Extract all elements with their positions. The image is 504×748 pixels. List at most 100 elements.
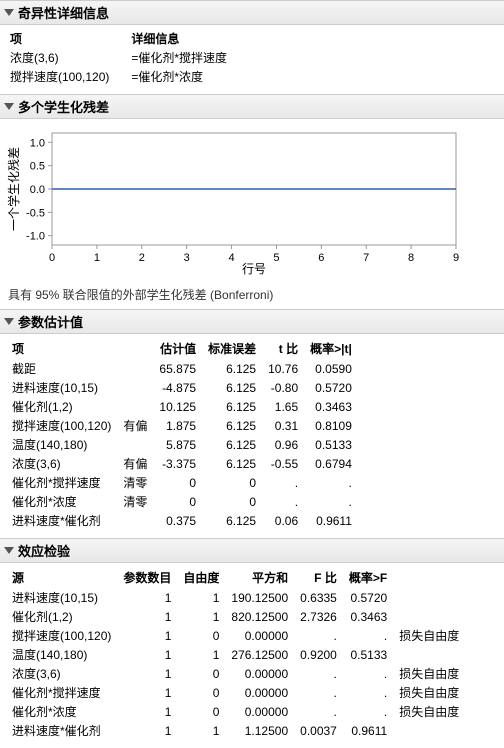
hdr-term: 项	[8, 338, 119, 359]
cell-flag	[119, 397, 155, 416]
cell-term: 浓度(3,6)	[8, 48, 129, 67]
params-table: 项 估计值 标准误差 t 比 概率>|t| 截距65.8756.12510.76…	[8, 338, 360, 530]
cell-detail: =催化剂*搅拌速度	[129, 48, 247, 67]
table-row: 催化剂(1,2)10.1256.1251.650.3463	[8, 397, 360, 416]
cell-lost	[395, 645, 467, 664]
cell-src: 进料速度*催化剂	[8, 721, 119, 740]
cell-nparm: 1	[119, 683, 179, 702]
cell-lost	[395, 588, 467, 607]
table-row: 催化剂*浓度清零00..	[8, 492, 360, 511]
svg-text:0.0: 0.0	[30, 184, 45, 196]
cell-p: 0.9611	[345, 721, 395, 740]
cell-p: 0.5720	[345, 588, 395, 607]
hdr-f: F 比	[296, 567, 345, 588]
section-header-residual[interactable]: 多个学生化残差	[0, 94, 504, 119]
cell-nparm: 1	[119, 702, 179, 721]
cell-src: 搅拌速度(100,120)	[8, 626, 119, 645]
cell-lost	[395, 721, 467, 740]
cell-est: 65.875	[155, 359, 204, 378]
table-row: 催化剂*搅拌速度清零00..	[8, 473, 360, 492]
cell-p: .	[345, 664, 395, 683]
cell-se: 0	[204, 473, 264, 492]
cell-t: 0.96	[264, 435, 306, 454]
cell-se: 6.125	[204, 435, 264, 454]
cell-est: 1.875	[155, 416, 204, 435]
hdr-src: 源	[8, 567, 119, 588]
cell-term: 温度(140,180)	[8, 435, 119, 454]
cell-f: 0.6335	[296, 588, 345, 607]
table-row: 浓度(3,6)有偏-3.3756.125-0.550.6794	[8, 454, 360, 473]
section-title: 多个学生化残差	[18, 97, 109, 116]
cell-term: 进料速度*催化剂	[8, 511, 119, 530]
cell-nparm: 1	[119, 664, 179, 683]
hdr-ss: 平方和	[227, 567, 296, 588]
hdr-lost	[395, 567, 467, 588]
cell-lost: 损失自由度	[395, 664, 467, 683]
table-row: 截距65.8756.12510.760.0590	[8, 359, 360, 378]
cell-p: .	[345, 683, 395, 702]
section-header-effects[interactable]: 效应检验	[0, 538, 504, 563]
table-row: 搅拌速度(100,120)有偏1.8756.1250.310.8109	[8, 416, 360, 435]
cell-term: 进料速度(10,15)	[8, 378, 119, 397]
svg-text:0.5: 0.5	[30, 161, 45, 173]
cell-f: .	[296, 683, 345, 702]
disclosure-icon	[4, 318, 14, 325]
cell-df: 0	[179, 626, 227, 645]
section-title: 奇异性详细信息	[18, 3, 109, 22]
cell-se: 6.125	[204, 397, 264, 416]
residual-chart: 1.00.50.0-0.5-1.00123456789一个学生化残差行号	[6, 125, 466, 275]
svg-text:一个学生化残差: 一个学生化残差	[6, 147, 21, 231]
cell-ss: 0.00000	[227, 664, 296, 683]
cell-df: 1	[179, 607, 227, 626]
cell-src: 浓度(3,6)	[8, 664, 119, 683]
cell-t: .	[264, 492, 306, 511]
cell-t: 1.65	[264, 397, 306, 416]
table-row: 浓度(3,6)100.00000..损失自由度	[8, 664, 467, 683]
cell-p: 0.9611	[306, 511, 360, 530]
residual-chart-wrap: 1.00.50.0-0.5-1.00123456789一个学生化残差行号	[0, 119, 504, 280]
section-header-singularity[interactable]: 奇异性详细信息	[0, 0, 504, 25]
hdr-se: 标准误差	[204, 338, 264, 359]
cell-lost: 损失自由度	[395, 626, 467, 645]
table-row: 搅拌速度(100,120)=催化剂*浓度	[8, 67, 247, 86]
cell-est: 5.875	[155, 435, 204, 454]
cell-se: 6.125	[204, 416, 264, 435]
cell-term: 截距	[8, 359, 119, 378]
cell-term: 浓度(3,6)	[8, 454, 119, 473]
svg-text:-0.5: -0.5	[26, 207, 45, 219]
table-row: 进料速度*催化剂111.125000.00370.9611	[8, 721, 467, 740]
svg-text:3: 3	[184, 252, 190, 264]
cell-est: 0	[155, 492, 204, 511]
hdr-p: 概率>|t|	[306, 338, 360, 359]
section-title: 参数估计值	[18, 312, 83, 331]
cell-t: -0.55	[264, 454, 306, 473]
cell-nparm: 1	[119, 721, 179, 740]
cell-nparm: 1	[119, 626, 179, 645]
cell-term: 搅拌速度(100,120)	[8, 67, 129, 86]
cell-df: 1	[179, 721, 227, 740]
cell-flag	[119, 378, 155, 397]
cell-f: 2.7326	[296, 607, 345, 626]
cell-f: .	[296, 664, 345, 683]
col-term: 项	[8, 29, 129, 48]
residual-note: 具有 95% 联合限值的外部学生化残差 (Bonferroni)	[0, 280, 504, 309]
cell-p: 0.3463	[345, 607, 395, 626]
cell-nparm: 1	[119, 645, 179, 664]
svg-text:7: 7	[363, 252, 369, 264]
cell-p: 0.5133	[345, 645, 395, 664]
cell-p: .	[345, 626, 395, 645]
cell-f: .	[296, 626, 345, 645]
hdr-est: 估计值	[155, 338, 204, 359]
table-row: 催化剂(1,2)11820.125002.73260.3463	[8, 607, 467, 626]
cell-src: 催化剂(1,2)	[8, 607, 119, 626]
cell-term: 催化剂(1,2)	[8, 397, 119, 416]
cell-f: .	[296, 702, 345, 721]
col-detail: 详细信息	[129, 29, 247, 48]
cell-t: -0.80	[264, 378, 306, 397]
cell-est: -4.875	[155, 378, 204, 397]
cell-p: .	[306, 473, 360, 492]
singularity-content: 项 详细信息 浓度(3,6)=催化剂*搅拌速度搅拌速度(100,120)=催化剂…	[0, 25, 504, 94]
hdr-flag	[119, 338, 155, 359]
cell-nparm: 1	[119, 607, 179, 626]
section-header-params[interactable]: 参数估计值	[0, 309, 504, 334]
